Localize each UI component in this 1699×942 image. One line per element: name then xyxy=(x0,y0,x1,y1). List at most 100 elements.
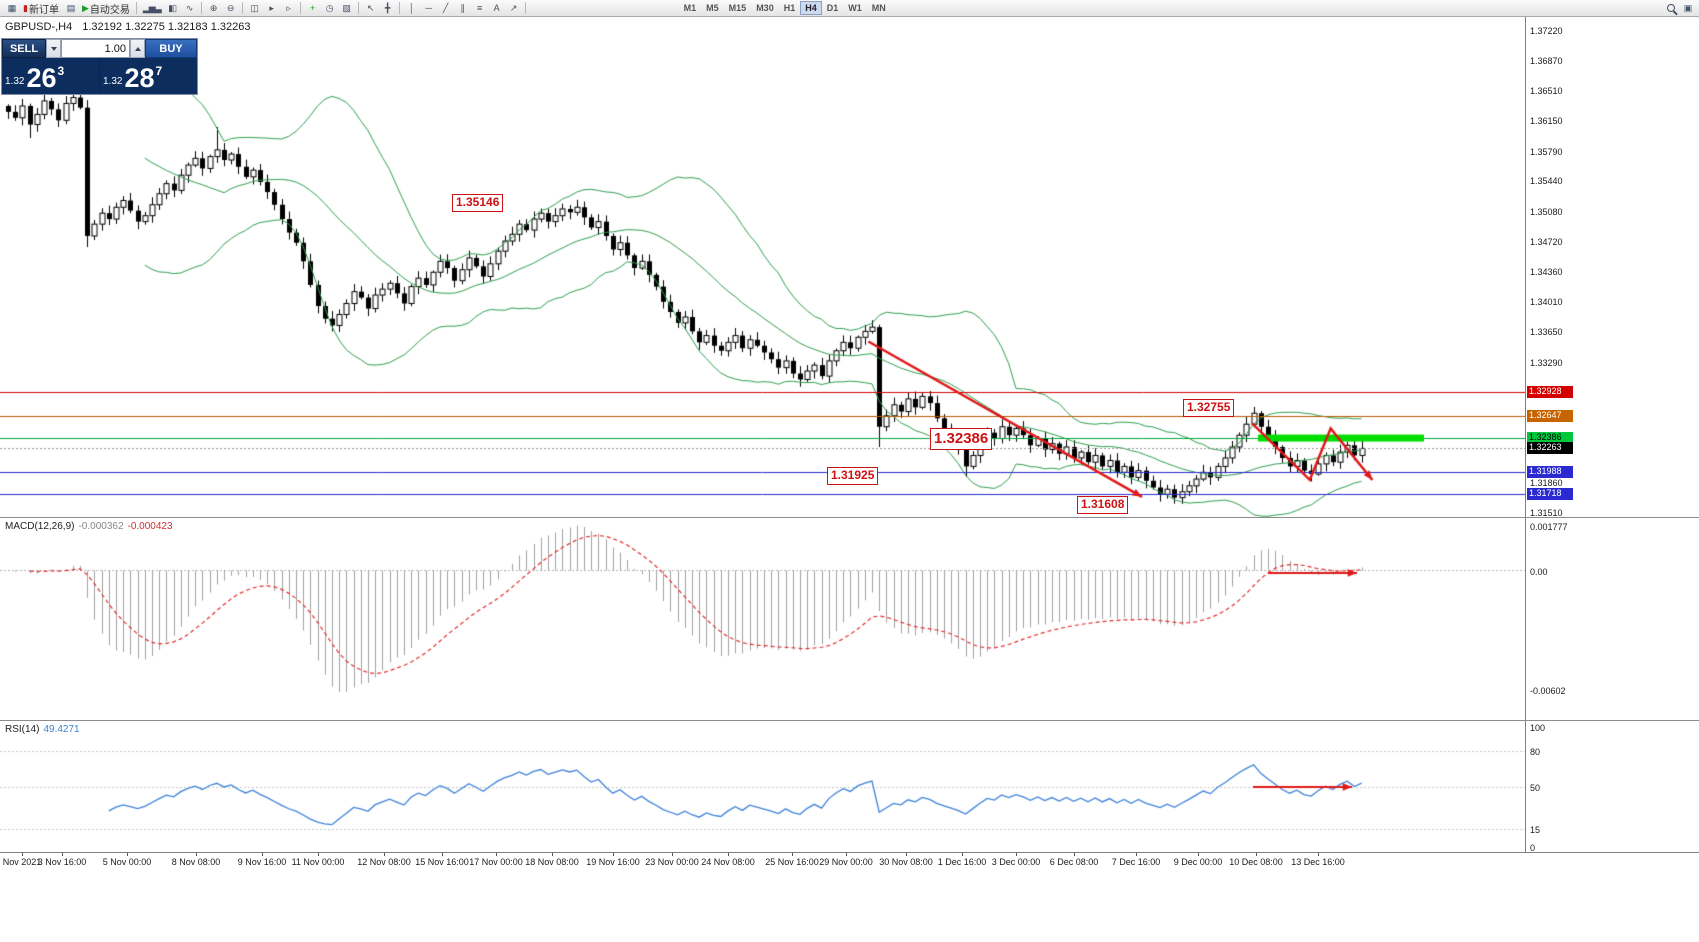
rsi-name: RSI(14) xyxy=(5,724,40,735)
price-tick-label: 1.31510 xyxy=(1530,508,1563,518)
zoom-in-icon[interactable]: ⊕ xyxy=(205,1,222,16)
search-icon[interactable] xyxy=(1662,1,1679,16)
zoom-out-icon[interactable]: ⊖ xyxy=(222,1,239,16)
price-tick-label: 1.37220 xyxy=(1530,26,1563,36)
fibonacci-icon[interactable]: ≡ xyxy=(471,1,488,16)
trade-controls-row: SELL BUY xyxy=(2,39,197,58)
price-tick-label: 1.36510 xyxy=(1530,85,1563,96)
vertical-line-icon: │ xyxy=(408,2,415,13)
timeframe-h4-button[interactable]: H4 xyxy=(800,1,822,15)
toolbar: ▦ ▮ 新订单 ▤ ▶ 自动交易 ▂▅▃ ▮▯ ∿ ⊕ ⊖ ◫ ▸ ▹ + ◷ ▨ ↖ ╋ │ ─ ╱ ∥ ≡ A ↗ M1 M5 M… xyxy=(0,0,1699,17)
window-layout-icon: ▣ xyxy=(1683,2,1692,13)
triangle-up-icon xyxy=(134,46,141,51)
timeframe-d1-button[interactable]: D1 xyxy=(822,1,844,15)
rsi-indicator-canvas[interactable] xyxy=(0,721,1525,852)
price-tag: 1.32928 xyxy=(1527,386,1573,399)
trendline-icon[interactable]: ╱ xyxy=(437,1,454,16)
price-tick-label: 1.36870 xyxy=(1530,55,1563,66)
timeframe-w1-button[interactable]: W1 xyxy=(843,1,867,15)
timeframe-h1-button[interactable]: H1 xyxy=(779,1,801,15)
time-tick xyxy=(127,853,128,856)
periods-icon[interactable]: ◷ xyxy=(321,1,338,16)
templates-icon[interactable]: ▨ xyxy=(338,1,355,16)
sell-price-main: 26 xyxy=(26,63,57,93)
time-axis-label: 29 Nov 00:00 xyxy=(819,857,873,867)
profiles-icon[interactable]: ▤ xyxy=(62,1,79,16)
timeframe-mn-button[interactable]: MN xyxy=(867,1,891,15)
volume-input[interactable] xyxy=(61,39,130,58)
chart-shift-icon[interactable]: ▹ xyxy=(280,1,297,16)
cursor-icon[interactable]: ↖ xyxy=(362,1,379,16)
channel-icon[interactable]: ∥ xyxy=(454,1,471,16)
time-tick xyxy=(1136,853,1137,856)
pane-separator[interactable] xyxy=(0,720,1699,721)
buy-price-pipette: 7 xyxy=(155,64,163,78)
price-chart-canvas[interactable] xyxy=(0,17,1525,517)
line-chart-icon[interactable]: ∿ xyxy=(181,1,198,16)
time-axis-label: 30 Nov 08:00 xyxy=(879,857,933,867)
time-axis[interactable]: Nov 2021 3 Nov 16:00 5 Nov 00:00 8 Nov 08:0… xyxy=(0,852,1699,872)
auto-scroll-icon[interactable]: ▸ xyxy=(263,1,280,16)
price-callout-label: 1.32386 xyxy=(930,428,993,450)
toolbar-separator xyxy=(200,2,202,14)
timeframe-m1-button[interactable]: M1 xyxy=(679,1,702,15)
tile-windows-icon[interactable]: ◫ xyxy=(246,1,263,16)
time-tick xyxy=(62,853,63,856)
price-callout-label: 1.31925 xyxy=(827,467,879,485)
triangle-down-icon xyxy=(50,46,57,51)
time-axis-label: 3 Nov 16:00 xyxy=(37,857,87,867)
crosshair-icon[interactable]: ╋ xyxy=(379,1,396,16)
price-axis[interactable]: 1.37220 1.36870 1.36510 1.36150 1.35790 1.354… xyxy=(1525,17,1699,853)
chart-window-icon[interactable]: ▦ xyxy=(3,1,20,16)
price-callout-label: 1.31608 xyxy=(1077,496,1129,514)
volume-decrease-spinner[interactable] xyxy=(46,39,61,58)
auto-trading-button[interactable]: ▶ 自动交易 xyxy=(79,1,133,16)
arrows-icon[interactable]: ↗ xyxy=(505,1,522,16)
time-tick xyxy=(496,853,497,856)
price-tick-label: 1.35440 xyxy=(1530,176,1563,187)
candlestick-chart-icon[interactable]: ▮▯ xyxy=(164,1,181,16)
time-axis-label: 15 Nov 16:00 xyxy=(415,857,469,867)
toolbar-separator xyxy=(398,2,400,14)
volume-increase-spinner[interactable] xyxy=(130,39,145,58)
buy-button[interactable]: BUY xyxy=(145,39,197,58)
macd-axis-label: 0.00 xyxy=(1530,567,1548,577)
vertical-line-icon[interactable]: │ xyxy=(403,1,420,16)
time-tick xyxy=(613,853,614,856)
pane-separator[interactable] xyxy=(0,517,1699,518)
price-tick-label: 1.35790 xyxy=(1530,146,1563,157)
macd-indicator-canvas[interactable] xyxy=(0,518,1525,720)
zoom-out-icon: ⊖ xyxy=(226,2,234,13)
time-axis-label: 3 Dec 00:00 xyxy=(991,857,1041,867)
time-tick xyxy=(672,853,673,856)
text-icon[interactable]: A xyxy=(488,1,505,16)
buy-price-display[interactable]: 1.32 28 7 xyxy=(100,58,197,94)
rsi-indicator-label: RSI(14) 49.4271 xyxy=(5,724,80,735)
time-tick xyxy=(1016,853,1017,856)
sell-button[interactable]: SELL xyxy=(2,39,46,58)
indicators-icon[interactable]: + xyxy=(304,1,321,16)
time-axis-label: 25 Nov 16:00 xyxy=(765,857,819,867)
indicators-icon: + xyxy=(310,2,315,13)
window-layout-icon[interactable]: ▣ xyxy=(1679,1,1696,16)
new-order-button[interactable]: ▮ 新订单 xyxy=(20,1,62,16)
time-axis-label: 19 Nov 16:00 xyxy=(586,857,640,867)
templates-icon: ▨ xyxy=(342,2,350,13)
sell-price-display[interactable]: 1.32 26 3 xyxy=(2,58,99,94)
time-tick xyxy=(1198,853,1199,856)
macd-indicator-label: MACD(12,26,9) -0.000362 -0.000423 xyxy=(5,521,173,532)
price-tick-label: 1.33650 xyxy=(1530,327,1563,338)
horizontal-line-icon[interactable]: ─ xyxy=(420,1,437,16)
chart-shift-icon: ▹ xyxy=(286,2,290,13)
buy-price-prefix: 1.32 xyxy=(103,76,123,87)
bar-chart-icon[interactable]: ▂▅▃ xyxy=(140,1,164,16)
timeframe-m5-button[interactable]: M5 xyxy=(701,1,724,15)
toolbar-separator xyxy=(135,2,137,14)
timeframe-m15-button[interactable]: M15 xyxy=(724,1,752,15)
timeframe-m30-button[interactable]: M30 xyxy=(751,1,779,15)
chart-ohlc-readout: GBPUSD-,H4 1.32192 1.32275 1.32183 1.3226… xyxy=(5,21,250,33)
timeframe-toolbar: M1 M5 M15 M30 H1 H4 D1 W1 MN xyxy=(679,0,891,16)
rsi-axis-label: 0 xyxy=(1530,843,1536,853)
new-order-icon: ▮ xyxy=(23,2,28,13)
